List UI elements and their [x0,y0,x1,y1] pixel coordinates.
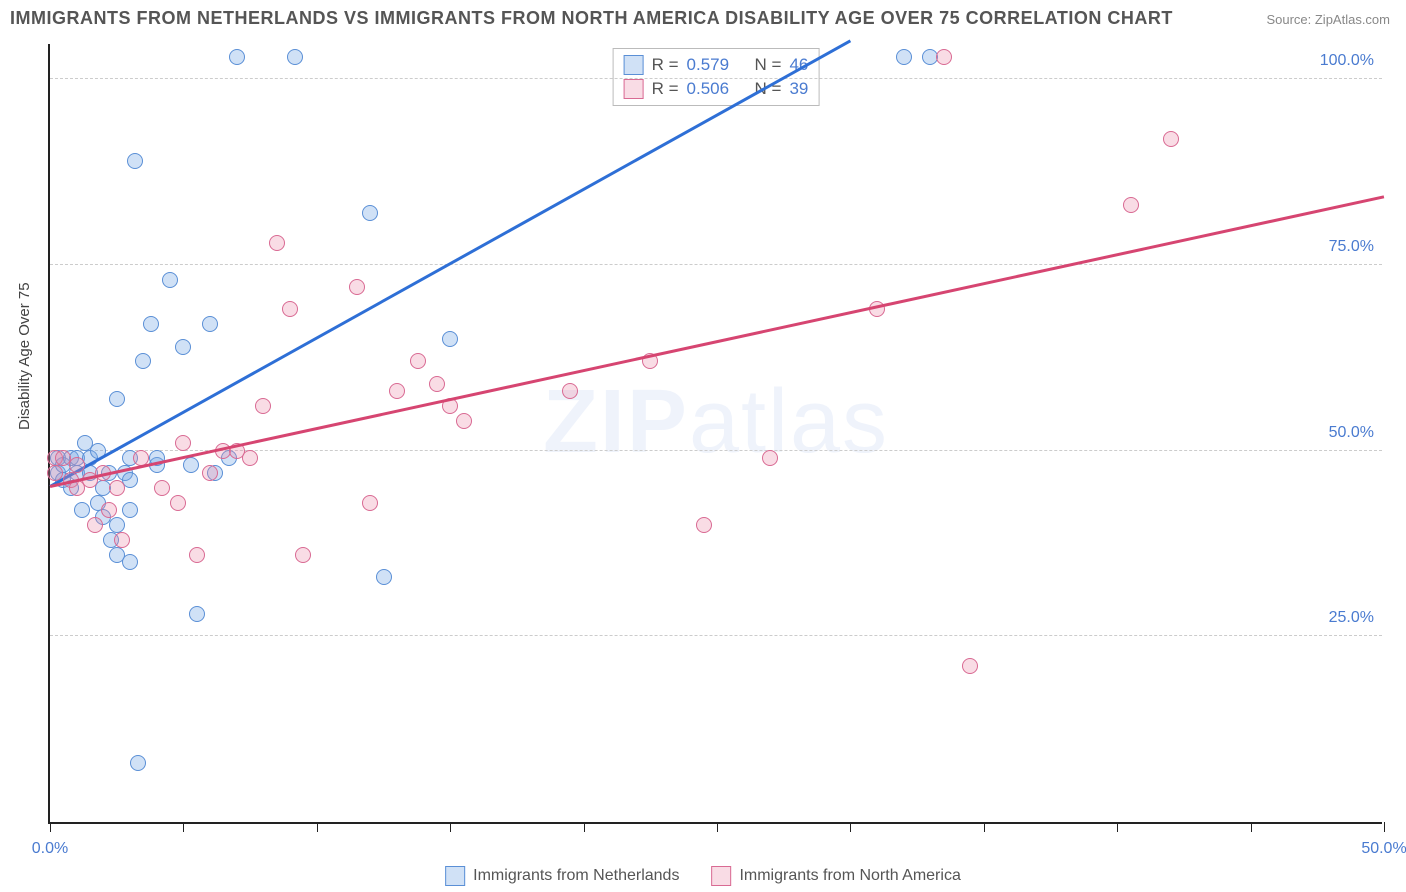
y-tick-label: 100.0% [1320,52,1374,70]
stats-row-netherlands: R = 0.579 N = 46 [624,53,809,77]
trendline-north_america [50,196,1385,488]
stats-r-value: 0.506 [687,79,730,99]
scatter-point-netherlands [109,517,125,533]
legend-label: Immigrants from Netherlands [473,867,679,885]
scatter-point-netherlands [135,353,151,369]
source-attribution: Source: ZipAtlas.com [1266,12,1390,27]
scatter-point-north_america [175,435,191,451]
legend-item-netherlands: Immigrants from Netherlands [445,866,679,886]
y-tick-label: 25.0% [1329,609,1374,627]
scatter-point-north_america [429,376,445,392]
scatter-point-netherlands [74,502,90,518]
legend: Immigrants from Netherlands Immigrants fr… [445,866,961,886]
scatter-point-netherlands [896,49,912,65]
source-prefix: Source: [1266,12,1314,27]
scatter-point-north_america [170,495,186,511]
x-tick-label: 0.0% [32,840,68,858]
scatter-point-north_america [456,413,472,429]
stats-n-label: N = [755,55,782,75]
scatter-point-netherlands [202,316,218,332]
scatter-point-north_america [154,480,170,496]
x-tick [850,822,851,832]
scatter-point-north_america [1123,197,1139,213]
scatter-point-north_america [242,450,258,466]
correlation-stats-box: R = 0.579 N = 46R = 0.506 N = 39 [613,48,820,106]
stats-r-value: 0.579 [687,55,730,75]
scatter-point-north_america [47,465,63,481]
scatter-point-north_america [109,480,125,496]
scatter-point-north_america [389,383,405,399]
x-tick [984,822,985,832]
scatter-point-netherlands [122,554,138,570]
scatter-point-netherlands [175,339,191,355]
scatter-point-netherlands [183,457,199,473]
scatter-point-north_america [282,301,298,317]
scatter-point-netherlands [130,755,146,771]
scatter-point-north_america [189,547,205,563]
scatter-point-north_america [69,457,85,473]
y-axis-label: Disability Age Over 75 [16,282,33,430]
scatter-point-netherlands [189,606,205,622]
stats-r-label: R = [652,55,679,75]
scatter-point-netherlands [143,316,159,332]
gridline [50,635,1382,636]
scatter-point-north_america [255,398,271,414]
legend-swatch-north_america [711,866,731,886]
scatter-point-netherlands [229,49,245,65]
scatter-point-netherlands [122,502,138,518]
scatter-point-netherlands [109,391,125,407]
scatter-point-north_america [362,495,378,511]
scatter-point-netherlands [376,569,392,585]
x-tick [584,822,585,832]
legend-swatch-netherlands [445,866,465,886]
scatter-point-north_america [962,658,978,674]
scatter-point-north_america [1163,131,1179,147]
y-tick-label: 50.0% [1329,424,1374,442]
watermark: ZIPatlas [543,371,889,474]
y-tick-label: 75.0% [1329,238,1374,256]
legend-item-north_america: Immigrants from North America [711,866,960,886]
scatter-point-north_america [295,547,311,563]
scatter-point-netherlands [287,49,303,65]
stats-n-value: 39 [789,79,808,99]
gridline [50,264,1382,265]
scatter-point-north_america [202,465,218,481]
scatter-point-north_america [936,49,952,65]
scatter-point-north_america [101,502,117,518]
plot-area: ZIPatlas R = 0.579 N = 46R = 0.506 N = 3… [48,44,1382,824]
scatter-point-netherlands [127,153,143,169]
scatter-point-north_america [114,532,130,548]
scatter-point-netherlands [162,272,178,288]
stats-swatch-north_america [624,79,644,99]
scatter-point-north_america [349,279,365,295]
gridline [50,78,1382,79]
x-tick-label: 50.0% [1361,840,1406,858]
x-tick [450,822,451,832]
x-tick [317,822,318,832]
x-tick [183,822,184,832]
scatter-point-north_america [562,383,578,399]
scatter-point-north_america [762,450,778,466]
scatter-point-north_america [87,517,103,533]
scatter-point-north_america [269,235,285,251]
chart-title: IMMIGRANTS FROM NETHERLANDS VS IMMIGRANT… [10,8,1173,29]
stats-r-label: R = [652,79,679,99]
x-tick [717,822,718,832]
scatter-point-north_america [696,517,712,533]
scatter-point-north_america [410,353,426,369]
source-link[interactable]: ZipAtlas.com [1315,12,1390,27]
x-tick [1251,822,1252,832]
legend-label: Immigrants from North America [739,867,960,885]
scatter-point-netherlands [362,205,378,221]
x-tick [50,822,51,832]
stats-swatch-netherlands [624,55,644,75]
x-tick [1117,822,1118,832]
scatter-point-netherlands [442,331,458,347]
x-tick [1384,822,1385,832]
watermark-thin: atlas [689,372,889,472]
